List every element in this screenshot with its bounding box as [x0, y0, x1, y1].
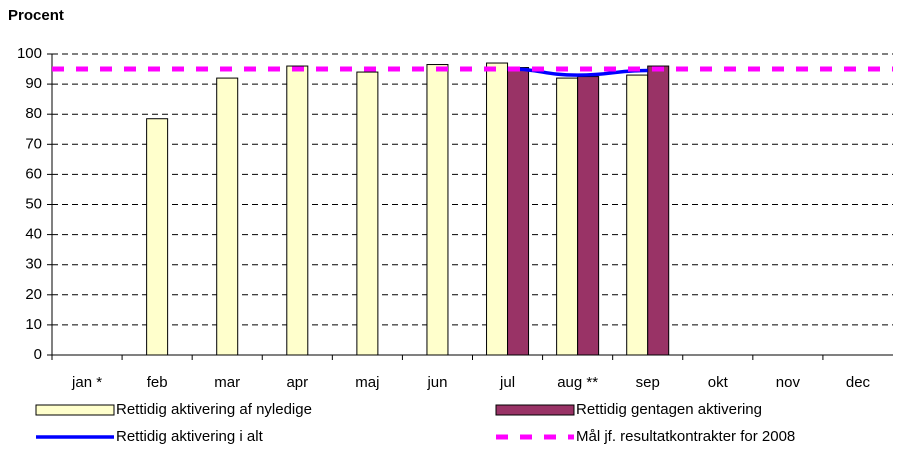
- y-tick-label: 60: [25, 165, 42, 182]
- x-tick-label: sep: [636, 374, 660, 391]
- y-tick-label: 50: [25, 195, 42, 212]
- x-tick-label: mar: [214, 374, 240, 391]
- y-tick-label: 40: [25, 226, 42, 243]
- y-tick-label: 90: [25, 75, 42, 92]
- legend-label: Rettidig aktivering af nyledige: [116, 401, 312, 418]
- bar: [556, 77, 579, 356]
- y-tick-label: 20: [25, 286, 42, 303]
- bar: [647, 65, 670, 356]
- bar: [426, 64, 449, 356]
- x-tick-label: apr: [286, 374, 308, 391]
- line: [507, 67, 648, 77]
- chart-title: Procent: [8, 7, 64, 24]
- bar: [486, 62, 509, 356]
- x-tick-label: nov: [776, 374, 801, 391]
- bar: [507, 67, 530, 356]
- bar: [286, 65, 309, 356]
- bar: [216, 77, 239, 356]
- y-tick-label: 100: [17, 45, 42, 62]
- x-tick-label: maj: [355, 374, 379, 391]
- legend-label: Rettidig aktivering i alt: [116, 428, 264, 445]
- y-tick-label: 70: [25, 135, 42, 152]
- y-tick-label: 30: [25, 256, 42, 273]
- x-tick-label: jun: [426, 374, 447, 391]
- bar: [577, 76, 600, 356]
- bar: [626, 74, 649, 356]
- legend-swatch: [35, 404, 115, 416]
- legend-swatch: [495, 404, 575, 416]
- y-tick-label: 80: [25, 105, 42, 122]
- bar: [146, 118, 169, 356]
- legend-label: Rettidig gentagen aktivering: [576, 401, 762, 418]
- y-tick-label: 0: [34, 346, 42, 363]
- x-tick-label: jul: [499, 374, 515, 391]
- legend-label: Mål jf. resultatkontrakter for 2008: [576, 428, 795, 445]
- x-tick-label: feb: [147, 374, 168, 391]
- x-tick-label: dec: [846, 374, 871, 391]
- bar: [356, 71, 379, 356]
- x-tick-label: okt: [708, 374, 729, 391]
- x-tick-label: aug **: [557, 374, 598, 391]
- y-tick-label: 10: [25, 316, 42, 333]
- x-tick-label: jan *: [71, 374, 102, 391]
